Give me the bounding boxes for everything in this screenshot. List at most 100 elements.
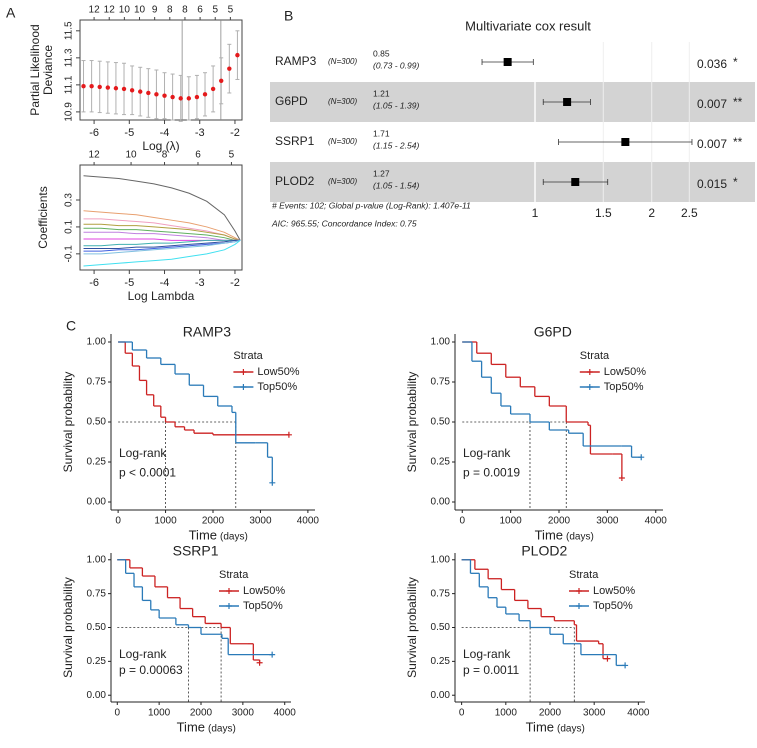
- top-tick-label: 6: [197, 5, 203, 16]
- y-tick-label: 0.25: [87, 457, 107, 468]
- legend-marker: [226, 588, 232, 594]
- coefficient-path: [83, 223, 241, 241]
- x-tick-label: -5: [124, 277, 134, 289]
- n-label: (N=300): [328, 177, 357, 186]
- chart-title: PLOD2: [521, 543, 567, 559]
- x-tick-label: 0: [115, 516, 121, 527]
- annotation: Log-rank: [119, 647, 167, 661]
- x-tick-label: -6: [89, 277, 99, 289]
- hr-label: 1.21: [373, 88, 390, 98]
- top-tick-label: 12: [89, 150, 101, 161]
- x-tick-label: -3: [195, 127, 205, 139]
- legend-label: Low50%: [243, 585, 285, 597]
- y-tick-label: 0.00: [87, 497, 107, 508]
- x-tick-label: 3000: [249, 516, 272, 527]
- coefficient-path: [83, 239, 241, 249]
- point: [162, 93, 167, 98]
- legend-label: Low50%: [604, 366, 646, 378]
- hr-label: 1.71: [373, 128, 390, 138]
- censor-mark: [285, 431, 292, 438]
- legend-marker: [226, 603, 232, 609]
- x-tick-label: 2000: [539, 708, 562, 719]
- top-tick-label: 10: [119, 5, 131, 16]
- y-tick-label: 0.50: [87, 417, 107, 428]
- y-axis-label: Survival probability: [405, 372, 419, 473]
- legend-title: Strata: [219, 569, 249, 581]
- y-axis-label: Survival probability: [61, 372, 75, 473]
- point: [113, 86, 119, 91]
- legend-marker: [576, 603, 582, 609]
- panel-label: A: [6, 5, 16, 21]
- y-tick-label: 1.00: [87, 337, 107, 348]
- legend-label: Low50%: [257, 366, 299, 378]
- x-axis-label: Time: [535, 527, 563, 542]
- y-tick-label: 0.25: [431, 656, 451, 667]
- point: [210, 86, 216, 92]
- y-axis-label: Survival probability: [405, 577, 419, 678]
- row-label: SSRP1: [275, 134, 315, 148]
- ci-label: (1.05 - 1.54): [373, 180, 419, 190]
- legend-marker: [586, 384, 593, 390]
- legend-title: Strata: [233, 350, 263, 362]
- chart-title: RAMP3: [183, 324, 231, 340]
- point: [227, 66, 232, 71]
- y-tick-label: 10.9: [64, 102, 75, 122]
- point: [129, 88, 135, 93]
- y-tick-label: 0.75: [431, 588, 451, 599]
- point: [219, 78, 224, 84]
- x-tick-label: -2: [230, 277, 240, 289]
- x-tick-label: 1000: [500, 516, 523, 527]
- coefficient-path: [83, 239, 241, 267]
- y-tick-label: 11.5: [64, 21, 75, 40]
- y-tick-label: 1.00: [431, 337, 451, 348]
- point: [97, 84, 102, 90]
- p-value: 0.007: [697, 137, 727, 151]
- censor-mark: [638, 454, 645, 461]
- x-tick-label: 2000: [202, 516, 225, 527]
- x-tick-label: 1000: [154, 516, 177, 527]
- x-tick-label: 1.5: [595, 206, 612, 220]
- y-tick-label: 1.00: [431, 554, 451, 565]
- point: [81, 84, 86, 89]
- y-axis-label: Coefficients: [36, 186, 50, 248]
- x-axis-label: Log (λ): [142, 139, 179, 153]
- row-label: G6PD: [275, 94, 308, 108]
- chart-title: G6PD: [534, 324, 572, 340]
- x-tick-label: 2000: [548, 516, 571, 527]
- n-label: (N=300): [328, 97, 357, 106]
- annotation: Log-rank: [463, 446, 511, 460]
- coefficient-path: [83, 227, 241, 241]
- x-tick-label: 3000: [596, 516, 619, 527]
- p-value: 0.036: [697, 57, 727, 71]
- y-tick-label: 0.00: [431, 690, 451, 701]
- x-tick-label: 0: [114, 708, 120, 719]
- significance: **: [733, 135, 743, 149]
- row-label: RAMP3: [275, 54, 317, 68]
- point: [202, 92, 208, 97]
- x-tick-label: 4000: [645, 516, 668, 527]
- y-tick-label: 0.75: [87, 588, 107, 599]
- point: [89, 84, 94, 89]
- censor-mark: [269, 479, 276, 486]
- x-axis-label: Time: [177, 719, 205, 734]
- top-tick-label: 8: [182, 5, 188, 16]
- x-tick-label: 2000: [190, 708, 213, 719]
- x-tick-label: 3000: [232, 708, 255, 719]
- legend-marker: [240, 369, 247, 375]
- top-tick-label: 12: [89, 5, 101, 16]
- legend-marker: [576, 588, 582, 594]
- point: [138, 89, 143, 94]
- x-tick-label: 2: [648, 206, 655, 220]
- point: [154, 92, 159, 97]
- plot-frame: [79, 19, 243, 121]
- hr-marker: [621, 138, 630, 146]
- x-axis-unit: (days): [557, 724, 585, 735]
- top-tick-label: 10: [134, 5, 146, 16]
- x-axis-label: Log Lambda: [128, 289, 195, 303]
- x-tick-label: 4000: [274, 708, 297, 719]
- x-tick-label: 1000: [495, 708, 518, 719]
- y-tick-label: 11.3: [64, 48, 75, 67]
- hr-marker: [503, 58, 512, 66]
- x-tick-label: -4: [160, 127, 170, 139]
- plot-frame: [79, 164, 243, 271]
